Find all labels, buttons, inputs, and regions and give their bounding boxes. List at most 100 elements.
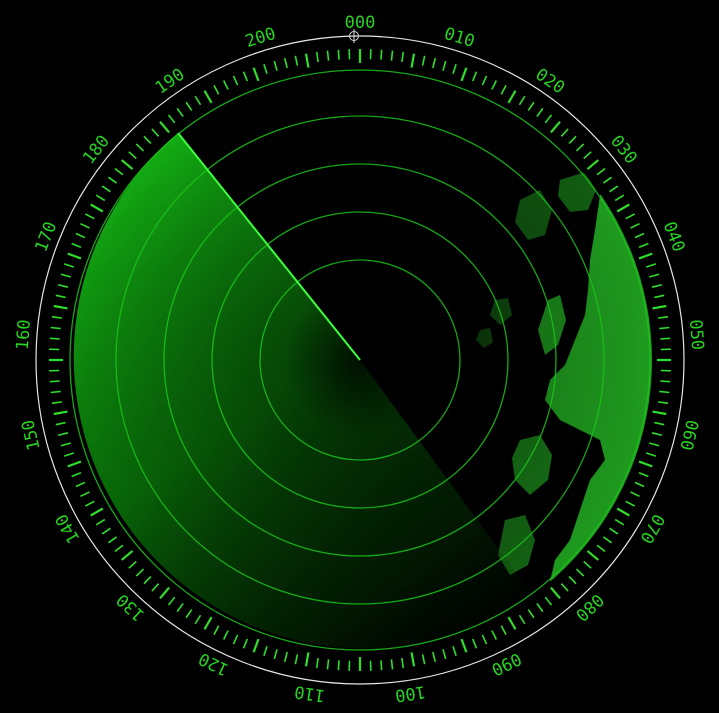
- bearing-tick: [527, 609, 535, 619]
- bearing-tick: [481, 75, 488, 86]
- bearing-tick: [560, 583, 569, 592]
- bearing-tick: [646, 452, 657, 457]
- bearing-tick: [58, 432, 69, 437]
- bearing-tick: [657, 401, 669, 405]
- bearing-tick: [151, 583, 160, 592]
- bearing-tick: [625, 213, 635, 220]
- bearing-tick: [575, 143, 585, 152]
- bearing-tick: [583, 560, 592, 569]
- bearing-tick: [614, 194, 625, 202]
- bearing-tick: [114, 167, 124, 176]
- bearing-tick: [527, 101, 535, 111]
- bearing-label-100: 100: [394, 681, 427, 705]
- bearing-tick: [652, 304, 667, 310]
- bearing-tick: [544, 114, 553, 124]
- bearing-tick: [304, 652, 310, 667]
- bearing-tick: [586, 159, 599, 170]
- bearing-tick: [128, 560, 137, 569]
- bearing-tick: [651, 432, 662, 437]
- bearing-tick: [586, 550, 599, 561]
- bearing-tick: [507, 616, 517, 630]
- bearing-tick: [101, 527, 111, 535]
- bearing-tick: [213, 625, 220, 635]
- bearing-tick: [432, 651, 437, 662]
- bearing-tick: [421, 654, 426, 665]
- bearing-tick: [536, 603, 544, 613]
- bearing-label-110: 110: [293, 681, 326, 705]
- range-ring-1: [259, 259, 461, 461]
- bearing-tick: [390, 50, 394, 61]
- bearing-tick: [616, 203, 630, 213]
- bearing-ticks: [49, 49, 671, 671]
- bearing-tick: [491, 80, 498, 90]
- bearing-tick: [410, 652, 416, 667]
- bearing-tick: [185, 609, 193, 619]
- bearing-tick: [659, 326, 670, 330]
- bearing-tick: [50, 326, 61, 330]
- bearing-tick: [194, 95, 202, 106]
- bearing-tick: [596, 167, 606, 176]
- bearing-tick: [185, 101, 193, 111]
- bearing-tick: [95, 518, 106, 526]
- bearing-tick: [603, 176, 613, 184]
- bearing-label-070: 070: [636, 510, 669, 547]
- bearing-tick: [315, 657, 319, 669]
- bearing-label-130: 130: [113, 589, 149, 625]
- bearing-tick: [232, 634, 239, 645]
- bearing-tick: [58, 283, 69, 288]
- range-ring-2: [211, 211, 509, 509]
- bearing-tick: [518, 95, 526, 106]
- bearing-label-170: 170: [31, 219, 61, 255]
- bearing-tick: [638, 472, 649, 478]
- bearing-tick: [85, 213, 95, 220]
- bearing-label-090: 090: [488, 648, 524, 679]
- bearing-tick: [232, 75, 239, 86]
- crosshair-icon: [347, 29, 361, 43]
- bearing-tick: [401, 51, 405, 63]
- bearing-tick: [390, 659, 394, 670]
- bearing-tick: [51, 315, 63, 319]
- bearing-tick: [63, 263, 74, 268]
- bearing-tick: [114, 544, 124, 553]
- bearing-tick: [575, 568, 585, 577]
- bearing-tick: [326, 659, 330, 670]
- bearing-tick: [63, 452, 74, 457]
- bearing-tick: [654, 294, 665, 299]
- bearing-tick: [472, 71, 478, 82]
- bearing-tick: [283, 651, 288, 662]
- bearing-tick: [609, 527, 619, 535]
- bearing-tick: [491, 630, 498, 640]
- bearing-tick: [536, 107, 544, 117]
- bearing-tick: [67, 460, 82, 468]
- bearing-tick: [596, 544, 606, 553]
- bearing-tick: [380, 49, 383, 60]
- bearing-tick: [630, 222, 640, 229]
- bearing-tick: [71, 242, 82, 248]
- bearing-tick: [283, 58, 288, 69]
- bearing-tick: [638, 242, 649, 248]
- bearing-label-000: 000: [345, 13, 376, 33]
- bearing-tick: [452, 646, 457, 657]
- bearing-tick: [500, 85, 507, 95]
- bearing-tick: [410, 53, 416, 68]
- bearing-tick: [75, 232, 86, 239]
- bearing-tick: [609, 185, 619, 193]
- sweep-leading-edge: [177, 132, 361, 361]
- bearing-tick: [638, 460, 653, 468]
- bearing-tick: [60, 442, 71, 447]
- bearing-tick: [90, 203, 104, 213]
- bearing-tick: [167, 596, 176, 606]
- bearing-tick: [101, 185, 111, 193]
- bearing-tick: [252, 638, 260, 653]
- bearing-tick: [638, 252, 653, 260]
- bearing-tick: [263, 646, 268, 657]
- bearing-tick: [550, 121, 561, 134]
- bearing-tick: [544, 596, 553, 606]
- bearing-tick: [634, 481, 645, 488]
- bearing-tick: [53, 304, 68, 310]
- bearing-tick: [107, 176, 117, 184]
- bearing-tick: [242, 638, 248, 649]
- bearing-tick: [50, 390, 61, 394]
- bearing-tick: [242, 71, 248, 82]
